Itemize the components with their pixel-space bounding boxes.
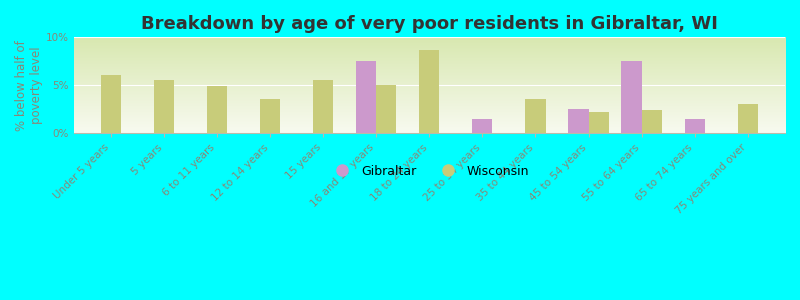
Bar: [260, 99, 280, 133]
Bar: [685, 119, 705, 133]
Bar: [526, 99, 546, 133]
Bar: [622, 61, 642, 133]
Bar: [472, 119, 493, 133]
Bar: [569, 109, 589, 133]
Bar: [738, 103, 758, 133]
Bar: [313, 80, 334, 133]
Bar: [207, 86, 227, 133]
Bar: [419, 50, 439, 133]
Bar: [376, 85, 397, 133]
Y-axis label: % below half of
poverty level: % below half of poverty level: [15, 40, 43, 131]
Bar: [642, 110, 662, 133]
Bar: [589, 112, 609, 133]
Bar: [154, 80, 174, 133]
Bar: [356, 61, 376, 133]
Bar: [101, 75, 121, 133]
Legend: Gibraltar, Wisconsin: Gibraltar, Wisconsin: [325, 160, 534, 183]
Title: Breakdown by age of very poor residents in Gibraltar, WI: Breakdown by age of very poor residents …: [141, 15, 718, 33]
